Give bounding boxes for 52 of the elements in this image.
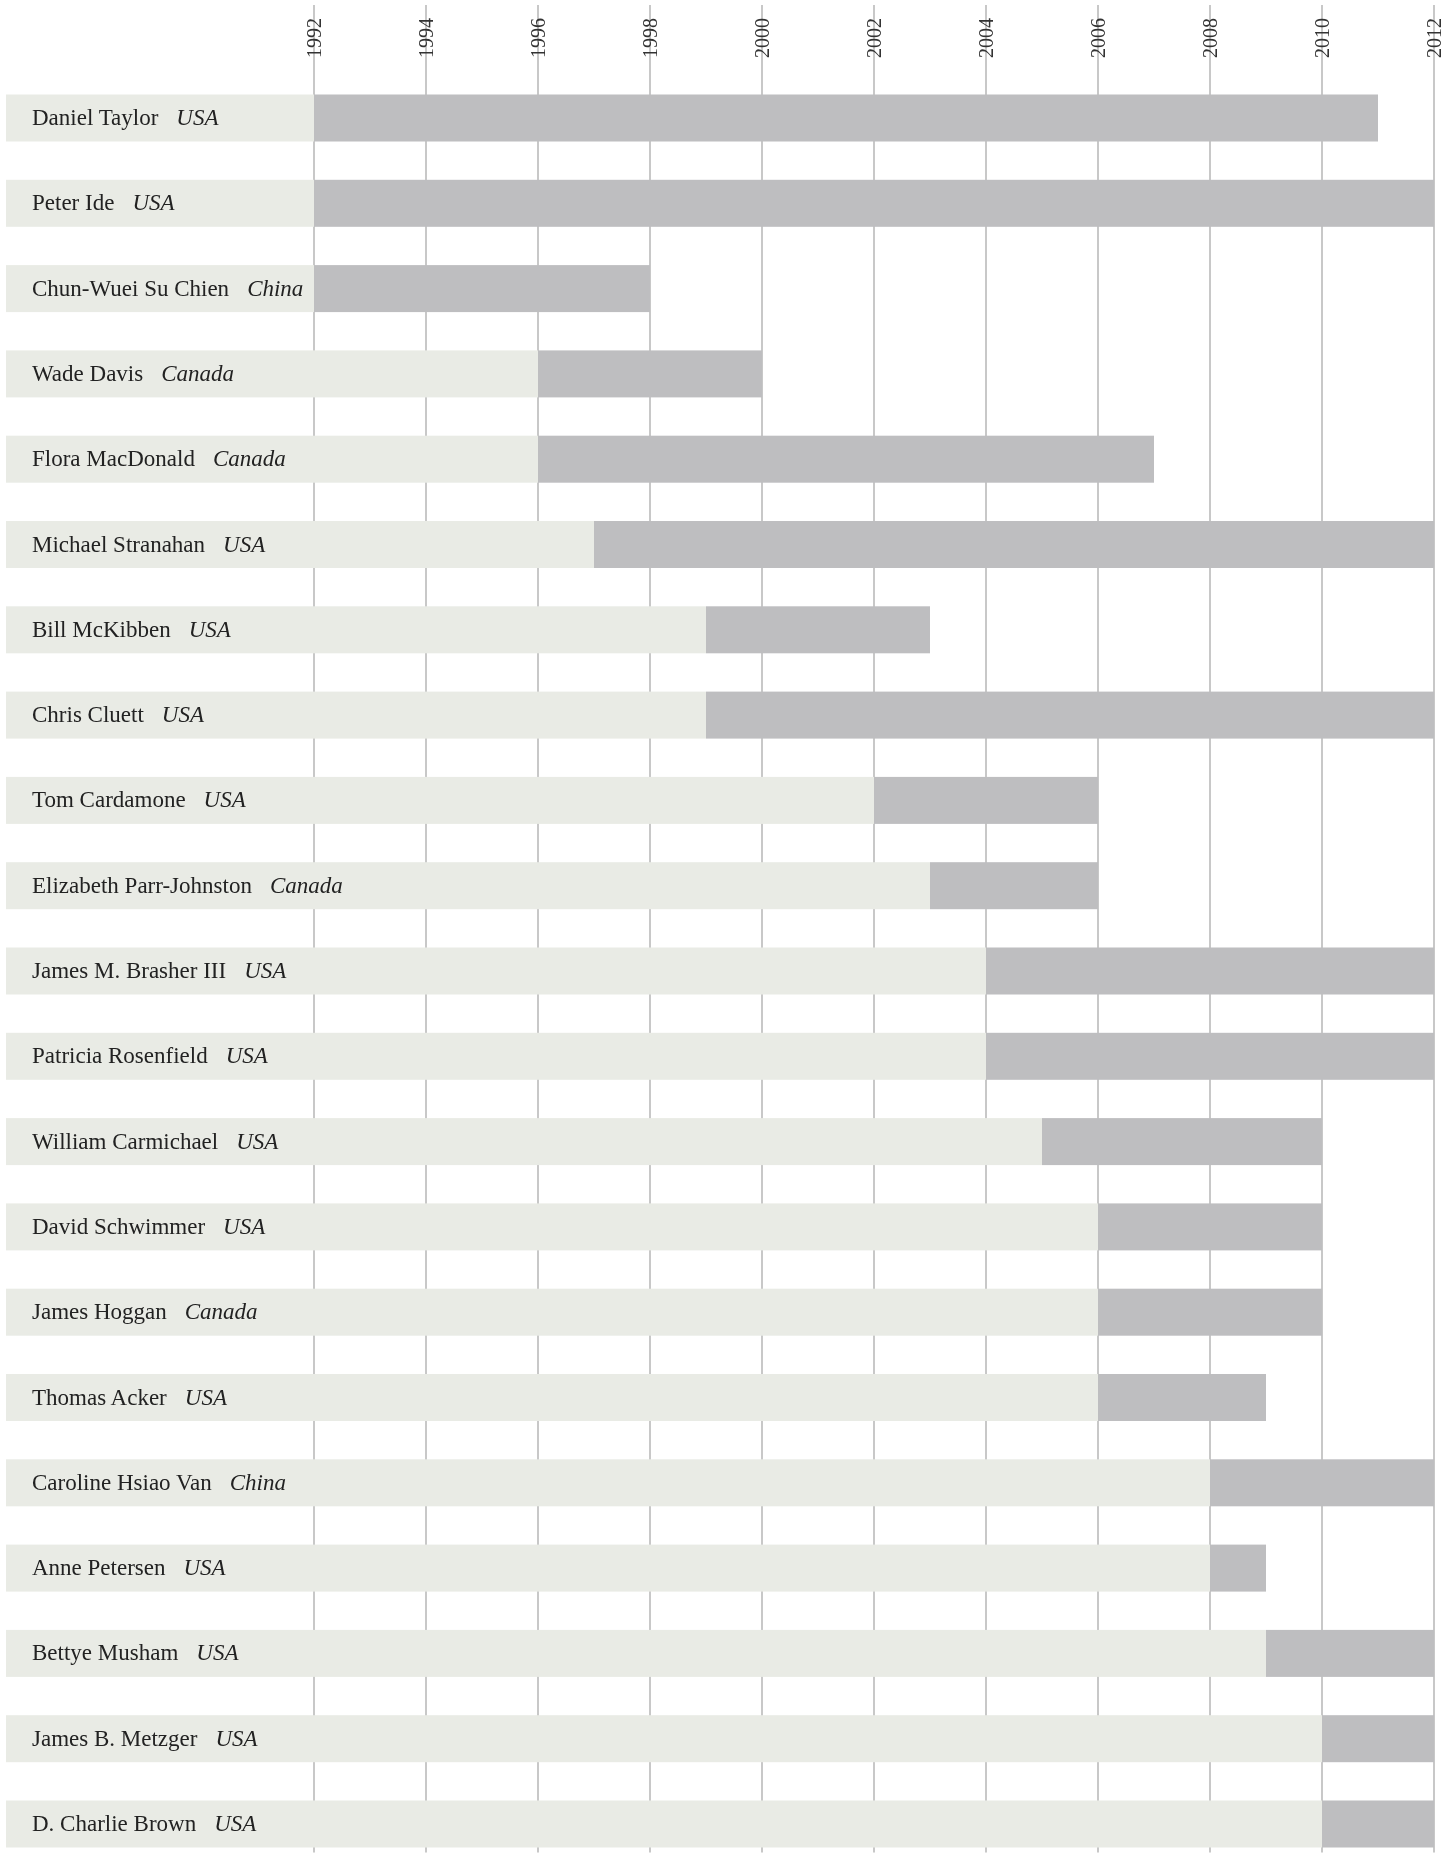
bar bbox=[6, 1203, 1098, 1251]
bar bbox=[6, 1288, 1098, 1336]
bar bbox=[6, 1800, 1322, 1848]
y-tick-label: Peter Ide USA bbox=[32, 190, 176, 216]
y-tick-label: Anne Petersen USA bbox=[32, 1555, 227, 1581]
y-tick-label: James M. Brasher III USA bbox=[32, 958, 288, 983]
x-tick-label: 1994 bbox=[415, 18, 437, 58]
x-tick-label: 1996 bbox=[527, 18, 549, 58]
y-tick-label: Tom Cardamone USA bbox=[32, 787, 247, 813]
x-tick-label: 2006 bbox=[1087, 18, 1109, 58]
x-tick-label: 1998 bbox=[639, 18, 661, 58]
bar bbox=[6, 350, 538, 398]
bar bbox=[6, 94, 314, 142]
y-tick-label: James B. Metzger USA bbox=[32, 1725, 259, 1751]
bar bbox=[6, 691, 706, 739]
y-tick-label: Flora MacDonald Canada bbox=[32, 446, 286, 472]
y-tick-label: Bill McKibben USA bbox=[32, 616, 232, 642]
y-tick-label: Michael Stranahan USA bbox=[32, 531, 267, 557]
y-tick-label: Patricia Rosenfield USA bbox=[32, 1043, 269, 1069]
y-tick-label: Elizabeth Parr-Johnston Canada bbox=[32, 872, 343, 898]
x-tick-label: 2004 bbox=[975, 18, 997, 58]
x-tick-label: 2012 bbox=[1423, 18, 1441, 58]
y-tick-label: Thomas Acker USA bbox=[32, 1384, 228, 1410]
bar bbox=[6, 1118, 1042, 1166]
y-tick-label: William Carmichael USA bbox=[32, 1128, 280, 1154]
y-tick-label: Wade Davis Canada bbox=[32, 360, 235, 386]
y-tick-label: David Schwimmer USA bbox=[32, 1213, 267, 1239]
bar bbox=[6, 1629, 1266, 1677]
bar bbox=[6, 776, 874, 824]
y-tick-label: Chun-Wuei Su Chien China bbox=[32, 275, 304, 301]
x-tick-label: 2010 bbox=[1311, 18, 1333, 58]
bar bbox=[6, 1715, 1322, 1763]
x-tick-label: 2008 bbox=[1199, 18, 1221, 58]
bar bbox=[6, 1374, 1098, 1421]
x-tick-label: 2002 bbox=[863, 18, 885, 58]
bar bbox=[6, 1032, 986, 1080]
bar bbox=[6, 947, 986, 995]
y-tick-label: D. Charlie Brown USA bbox=[32, 1811, 258, 1836]
y-tick-label: Caroline Hsiao Van China bbox=[32, 1469, 286, 1495]
bar bbox=[6, 1459, 1210, 1507]
y-tick-label: Chris Cluett USA bbox=[32, 702, 205, 728]
x-tick-label: 1992 bbox=[303, 18, 325, 58]
y-tick-label: Bettye Musham USA bbox=[32, 1640, 240, 1666]
bar bbox=[6, 606, 706, 654]
y-tick-label: Daniel Taylor USA bbox=[32, 105, 220, 130]
x-tick-label: 2000 bbox=[751, 18, 773, 58]
y-tick-label: James Hoggan Canada bbox=[32, 1299, 258, 1325]
bar bbox=[6, 862, 930, 910]
bar bbox=[6, 179, 314, 227]
bar bbox=[6, 521, 594, 568]
bar bbox=[6, 435, 538, 483]
bar bbox=[6, 1544, 1210, 1592]
